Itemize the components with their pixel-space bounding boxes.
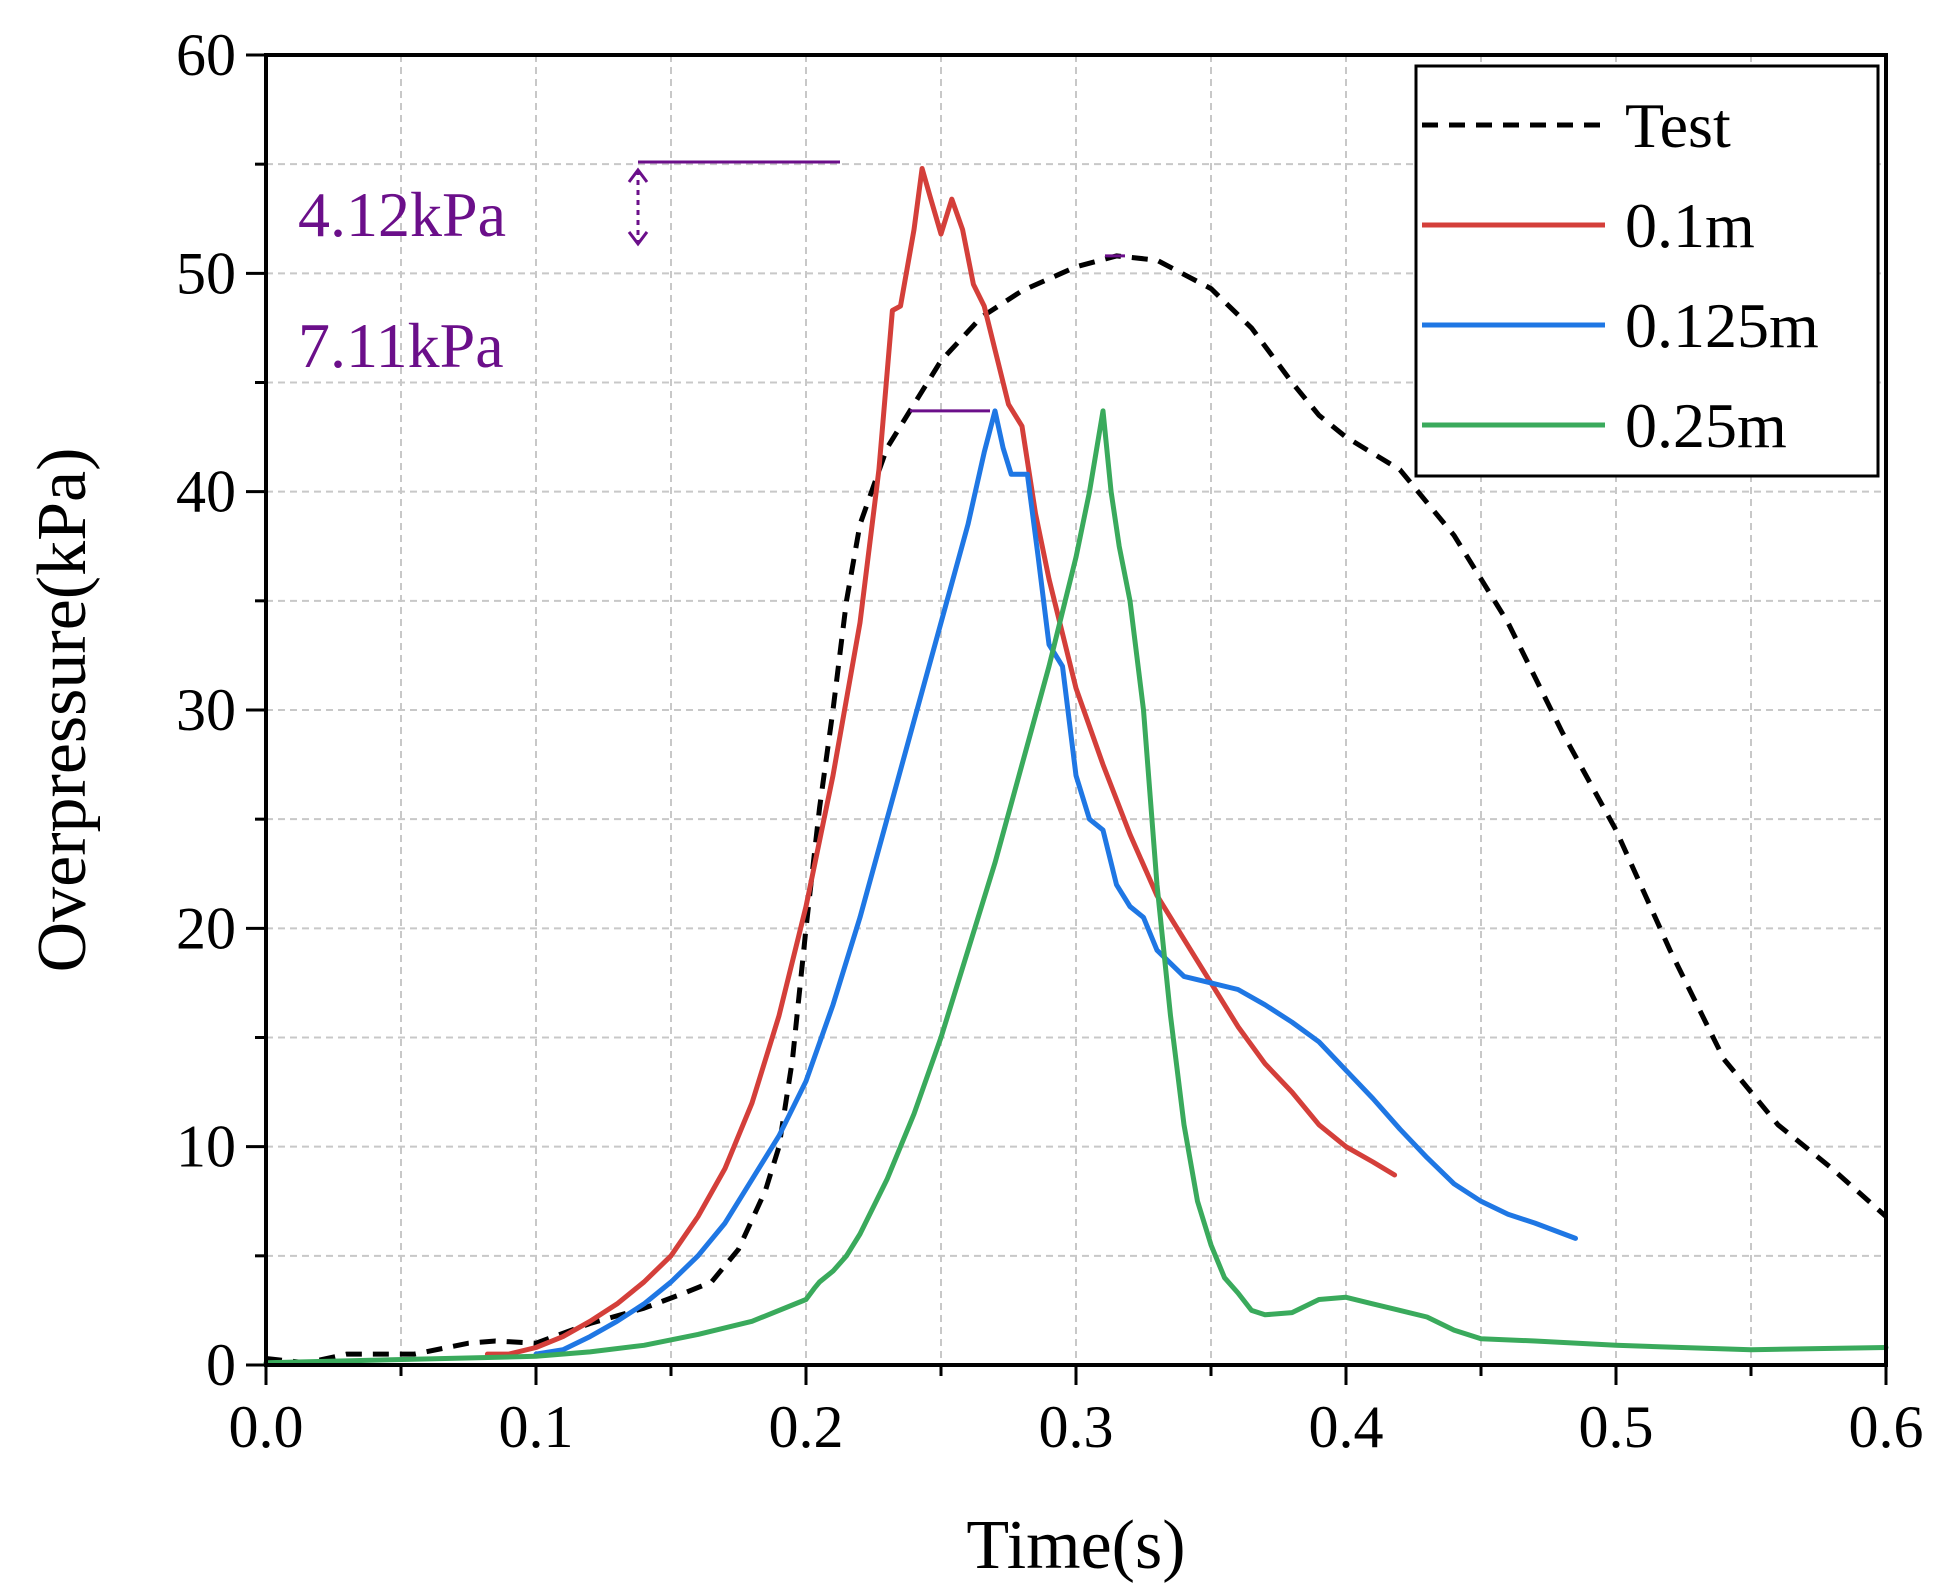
grid-lines xyxy=(266,55,1886,1365)
axis-ticks: 0.0 0.1 0.2 0.3 0.4 0.5 0.6 0 10 20 30 40 50 60 xyxy=(176,22,1924,1460)
legend-box xyxy=(1414,64,1880,478)
legend-label: Test xyxy=(1625,90,1731,161)
x-tick-label: 0.0 xyxy=(229,1394,304,1460)
x-tick-label: 0.4 xyxy=(1309,1394,1384,1460)
x-tick-label: 0.2 xyxy=(769,1394,844,1460)
series-line-0-25m xyxy=(263,408,1889,1366)
x-tick-label: 0.5 xyxy=(1579,1394,1654,1460)
legend-label: 0.1m xyxy=(1625,190,1755,261)
series-line-0-1m xyxy=(484,166,1398,1357)
x-tick-label: 0.6 xyxy=(1849,1394,1924,1460)
y-tick-label: 60 xyxy=(176,22,236,88)
legend-label: 0.125m xyxy=(1625,290,1819,361)
y-tick-label: 0 xyxy=(206,1332,236,1398)
y-tick-label: 30 xyxy=(176,677,236,743)
annotation-label: 7.11kPa xyxy=(298,310,504,381)
arrow-head-up xyxy=(627,167,649,183)
series-line-0-125m xyxy=(533,408,1578,1357)
y-axis-label: Overpressure(kPa) xyxy=(24,448,101,973)
legend: Test 0.1m 0.125m 0.25m xyxy=(1414,64,1880,478)
y-tick-label: 10 xyxy=(176,1114,236,1180)
y-tick-label: 20 xyxy=(176,895,236,961)
annotation-label: 4.12kPa xyxy=(298,179,506,250)
x-axis-label: Time(s) xyxy=(966,1507,1185,1584)
legend-label: 0.25m xyxy=(1625,390,1787,461)
y-tick-label: 50 xyxy=(176,240,236,306)
arrow-head-down xyxy=(627,231,649,247)
x-tick-label: 0.1 xyxy=(499,1394,574,1460)
series-layer xyxy=(263,166,1889,1366)
annotation-layer: 4.12kPa 7.11kPa xyxy=(298,160,1125,413)
y-tick-label: 40 xyxy=(176,459,236,525)
x-tick-label: 0.3 xyxy=(1039,1394,1114,1460)
